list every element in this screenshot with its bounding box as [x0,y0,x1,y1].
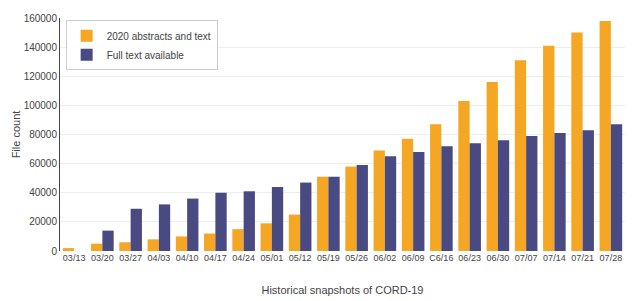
svg-text:04/17: 04/17 [204,253,227,263]
svg-text:07/07: 07/07 [515,253,538,263]
svg-text:140000: 140000 [24,42,58,53]
svg-text:06/23: 06/23 [458,253,481,263]
svg-text:120000: 120000 [24,71,58,82]
svg-text:03/13: 03/13 [63,253,86,263]
svg-text:05/26: 05/26 [345,253,368,263]
svg-text:80000: 80000 [29,129,57,140]
svg-text:20000: 20000 [29,216,57,227]
svg-text:File count: File count [10,111,22,159]
svg-text:05/19: 05/19 [317,253,340,263]
svg-text:06/02: 06/02 [374,253,397,263]
svg-text:160000: 160000 [24,13,58,24]
svg-text:06/09: 06/09 [402,253,425,263]
svg-text:C6/16: C6/16 [429,253,453,263]
svg-text:03/27: 03/27 [119,253,142,263]
svg-text:07/21: 07/21 [571,253,594,263]
svg-text:0: 0 [51,246,57,257]
svg-text:60000: 60000 [29,158,57,169]
svg-text:2020 abstracts and text: 2020 abstracts and text [107,31,211,42]
svg-text:40000: 40000 [29,187,57,198]
svg-text:100000: 100000 [24,100,58,111]
svg-text:03/20: 03/20 [91,253,114,263]
svg-text:07/14: 07/14 [543,253,566,263]
svg-text:07/28: 07/28 [600,253,623,263]
svg-text:05/01: 05/01 [261,253,284,263]
svg-text:04/03: 04/03 [148,253,171,263]
svg-text:Historical snapshots of CORD-1: Historical snapshots of CORD-19 [261,284,423,296]
svg-text:05/12: 05/12 [289,253,312,263]
svg-text:06/30: 06/30 [487,253,510,263]
svg-text:04/10: 04/10 [176,253,199,263]
svg-text:Full text available: Full text available [107,50,185,61]
svg-text:04/24: 04/24 [232,253,255,263]
